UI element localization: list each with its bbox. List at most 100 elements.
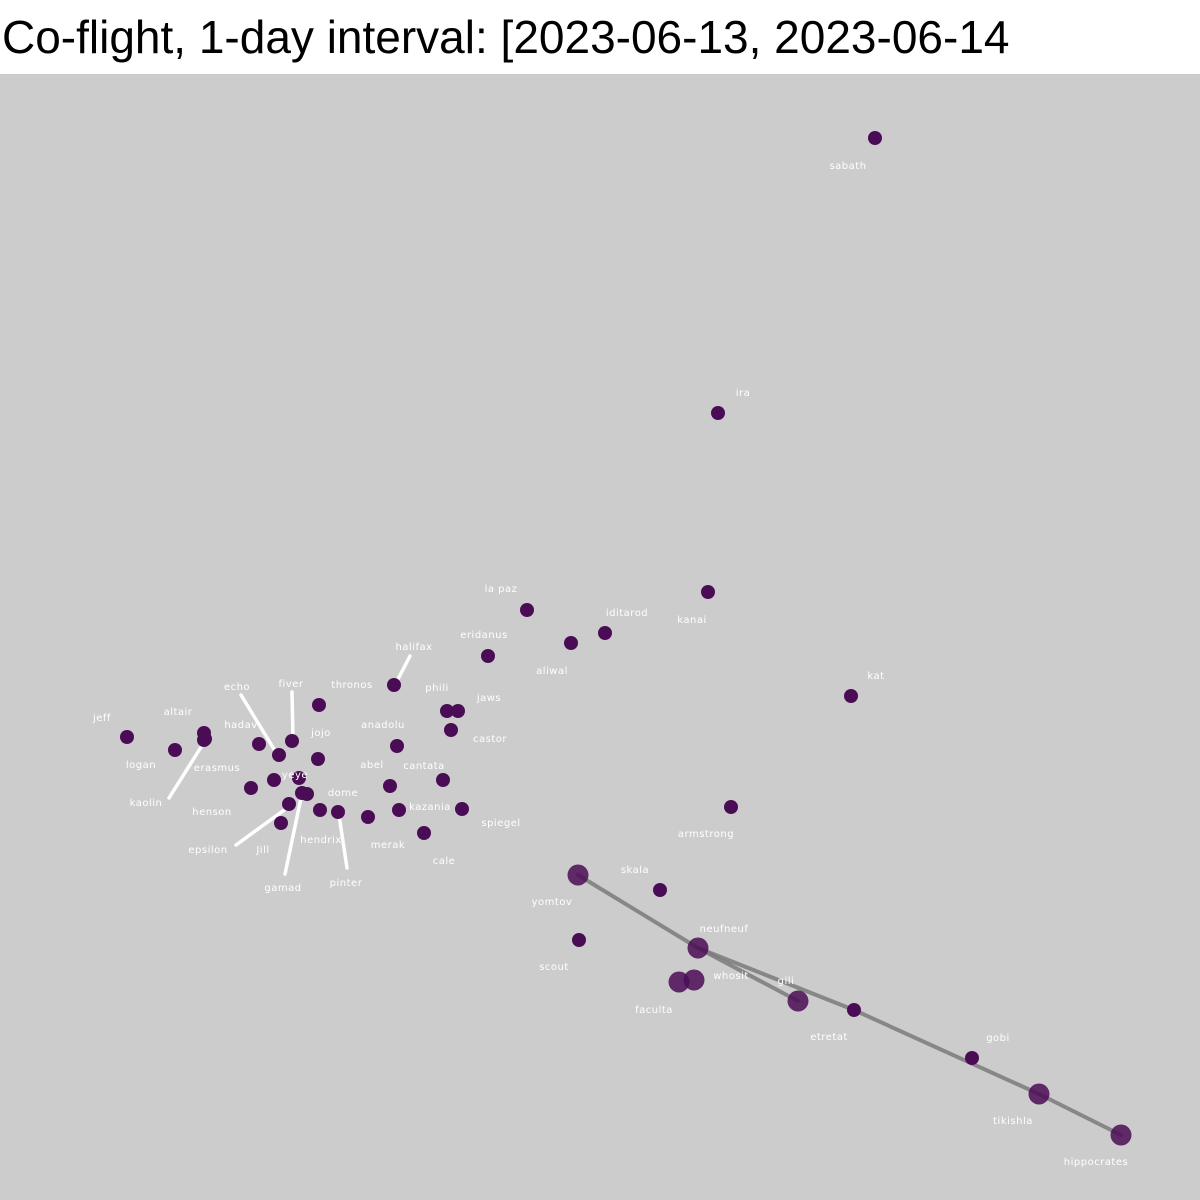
- node-label-dome: dome: [328, 788, 358, 799]
- label-leader-fiver: [290, 690, 295, 740]
- node-label-kaolin: kaolin: [130, 798, 163, 809]
- node-unlabeled: [267, 773, 281, 787]
- node-logan: [168, 743, 182, 757]
- node-label-sabath: sabath: [829, 161, 866, 172]
- network-plot: sabath ira la paz iditarod kanai aliwal eridan…: [0, 74, 1200, 1200]
- node-label-anadolu: anadolu: [361, 720, 405, 731]
- node-label-etretat: etretat: [810, 1032, 848, 1043]
- node-kanai: [701, 585, 715, 599]
- node-label-castor: castor: [473, 734, 507, 745]
- labels-layer: sabath ira la paz iditarod kanai aliwal eridan…: [92, 161, 1128, 1168]
- node-label-eridanus: eridanus: [460, 630, 507, 641]
- node-label-gili: gili: [778, 976, 795, 987]
- node-kaolin: [197, 733, 211, 747]
- node-yomtov: [567, 864, 589, 886]
- node-jeff: [120, 730, 134, 744]
- node-label-epsilon: epsilon: [188, 845, 227, 856]
- node-label-yomtov: yomtov: [532, 897, 573, 908]
- edge-yomtov-neufneuf: [576, 873, 700, 950]
- node-label-kanai: kanai: [677, 615, 707, 626]
- label-leader-gamad: [283, 796, 303, 876]
- node-label-skala: skala: [621, 865, 649, 876]
- node-armstrong: [724, 800, 738, 814]
- label-leader-echo: [239, 693, 279, 756]
- node-label-whosit: whosit: [713, 971, 749, 982]
- node-label-merak: merak: [371, 840, 405, 851]
- node-la-paz: [520, 603, 534, 617]
- node-thronos: [312, 698, 326, 712]
- node-jojo: [311, 752, 325, 766]
- node-aliwal: [564, 636, 578, 650]
- node-cale: [417, 826, 431, 840]
- node-tikishla: [1028, 1083, 1050, 1105]
- node-label-kat: kat: [867, 671, 884, 682]
- node-ira: [711, 406, 725, 420]
- node-castor: [444, 723, 458, 737]
- node-label-kazania: kazania: [409, 802, 451, 813]
- node-halifax: [387, 678, 401, 692]
- node-label-iditarod: iditarod: [606, 608, 648, 619]
- node-sabath: [868, 131, 882, 145]
- node-echo: [272, 748, 286, 762]
- node-label-armstrong: armstrong: [678, 829, 734, 840]
- node-eridanus: [481, 649, 495, 663]
- node-jill: [274, 816, 288, 830]
- node-epsilon: [282, 797, 296, 811]
- node-label-fiver: fiver: [279, 679, 304, 690]
- node-abel: [383, 779, 397, 793]
- node-label-altair: altair: [164, 707, 193, 718]
- node-label-echo: echo: [224, 682, 250, 693]
- node-label-aliwal: aliwal: [536, 666, 568, 677]
- node-anadolu: [390, 739, 404, 753]
- node-label-abel: abel: [360, 760, 383, 771]
- node-label-pinter: pinter: [330, 878, 363, 889]
- node-label-thronos: thronos: [331, 680, 372, 691]
- node-gobi: [965, 1051, 979, 1065]
- edge-tikishla-hippocrates: [1037, 1092, 1123, 1137]
- node-label-gamad: gamad: [264, 883, 301, 894]
- node-label-yeye: yeye: [282, 770, 308, 781]
- node-label-cale: cale: [433, 856, 456, 867]
- edge-gili-tikishla: [852, 1008, 1041, 1096]
- node-kat: [844, 689, 858, 703]
- nodes-layer: [120, 131, 1132, 1146]
- node-merak: [361, 810, 375, 824]
- node-label-halifax: halifax: [395, 642, 432, 653]
- node-label-ira: ira: [736, 388, 751, 399]
- node-phili: [440, 704, 454, 718]
- node-etretat: [787, 990, 809, 1012]
- node-jaws: [451, 704, 465, 718]
- node-kazania: [392, 803, 406, 817]
- node-label-henson: henson: [192, 807, 232, 818]
- node-gili: [847, 1003, 861, 1017]
- label-leader-pinter: [337, 813, 349, 870]
- node-label-jaws: jaws: [476, 693, 501, 704]
- node-scout: [572, 933, 586, 947]
- node-label-jojo: jojo: [310, 728, 331, 739]
- node-iditarod: [598, 626, 612, 640]
- label-leader-epsilon: [234, 806, 289, 847]
- node-label-hadav: hadav: [224, 720, 257, 731]
- label-leader-kaolin: [167, 742, 205, 800]
- node-spiegel: [455, 802, 469, 816]
- node-label-hippocrates: hippocrates: [1064, 1157, 1128, 1168]
- plot-title: Co-flight, 1-day interval: [2023-06-13, …: [0, 0, 1200, 74]
- node-label-jill: Jill: [255, 845, 269, 856]
- node-label-logan: logan: [126, 760, 156, 771]
- node-yeye: [292, 771, 306, 785]
- node-faculta: [668, 971, 690, 993]
- node-label-faculta: faculta: [635, 1005, 673, 1016]
- node-henson: [244, 781, 258, 795]
- edge-neufneuf-etretat: [696, 946, 800, 1003]
- node-label-erasmus: erasmus: [194, 763, 240, 774]
- node-label-neufneuf: neufneuf: [700, 924, 749, 935]
- node-label-scout: scout: [539, 962, 569, 973]
- node-gamad: [295, 786, 309, 800]
- node-hippocrates: [1110, 1124, 1132, 1146]
- node-cantata: [436, 773, 450, 787]
- node-label-jeff: jeff: [92, 713, 111, 724]
- node-pinter: [331, 805, 345, 819]
- node-label-gobi: gobi: [986, 1033, 1010, 1044]
- node-label-spiegel: spiegel: [481, 818, 520, 829]
- node-label-tikishla: tikishla: [993, 1116, 1033, 1127]
